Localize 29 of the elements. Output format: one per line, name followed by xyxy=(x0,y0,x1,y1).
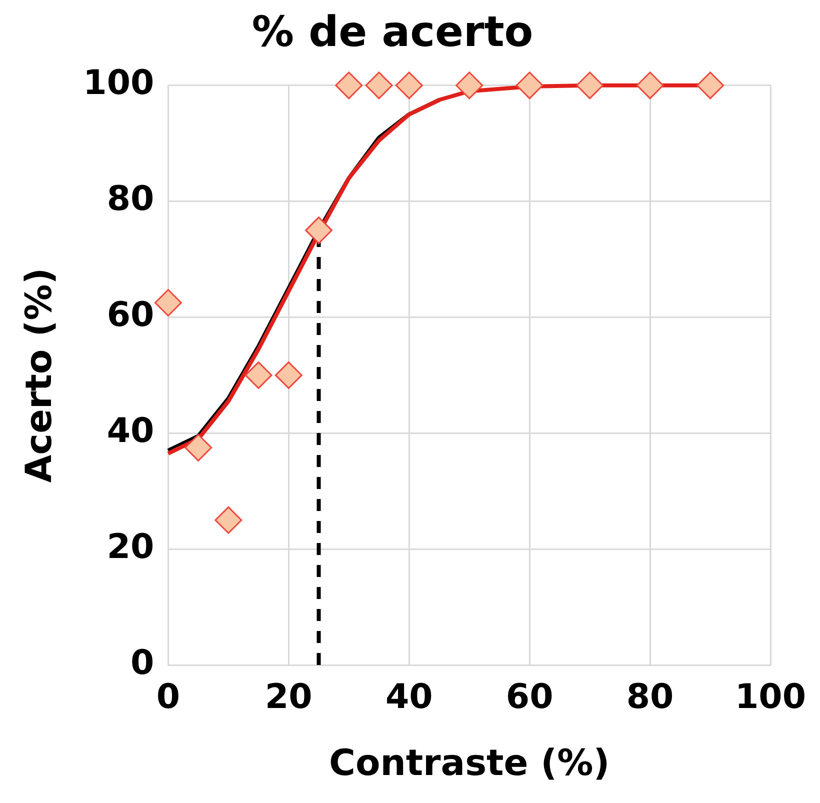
point xyxy=(214,506,242,534)
x-tick-label: 40 xyxy=(385,677,433,718)
point xyxy=(305,216,333,244)
x-tick-label: 80 xyxy=(626,677,674,718)
point xyxy=(636,72,664,100)
point xyxy=(154,289,182,316)
y-tick-label: 40 xyxy=(106,410,154,451)
x-tick-label: 100 xyxy=(735,677,806,718)
point xyxy=(576,72,604,100)
y-tick-label: 100 xyxy=(83,63,154,104)
y-axis-title: Acerto (%) xyxy=(18,268,60,483)
y-tick-label: 20 xyxy=(106,526,154,567)
y-tick-label: 0 xyxy=(130,642,154,683)
point xyxy=(184,434,212,462)
point xyxy=(335,72,363,100)
point xyxy=(456,72,484,100)
point xyxy=(516,72,544,100)
point xyxy=(274,361,302,389)
x-axis-title: Contraste (%) xyxy=(329,742,610,784)
point xyxy=(395,72,423,100)
y-tick-label: 60 xyxy=(106,295,154,336)
y-tick-label: 80 xyxy=(106,179,154,220)
x-tick-label: 60 xyxy=(506,677,554,718)
point xyxy=(696,72,724,100)
point xyxy=(244,361,272,389)
x-tick-label: 0 xyxy=(156,677,180,718)
point xyxy=(365,72,393,100)
chart-title: % de acerto xyxy=(252,7,534,56)
x-tick-label: 20 xyxy=(264,677,312,718)
